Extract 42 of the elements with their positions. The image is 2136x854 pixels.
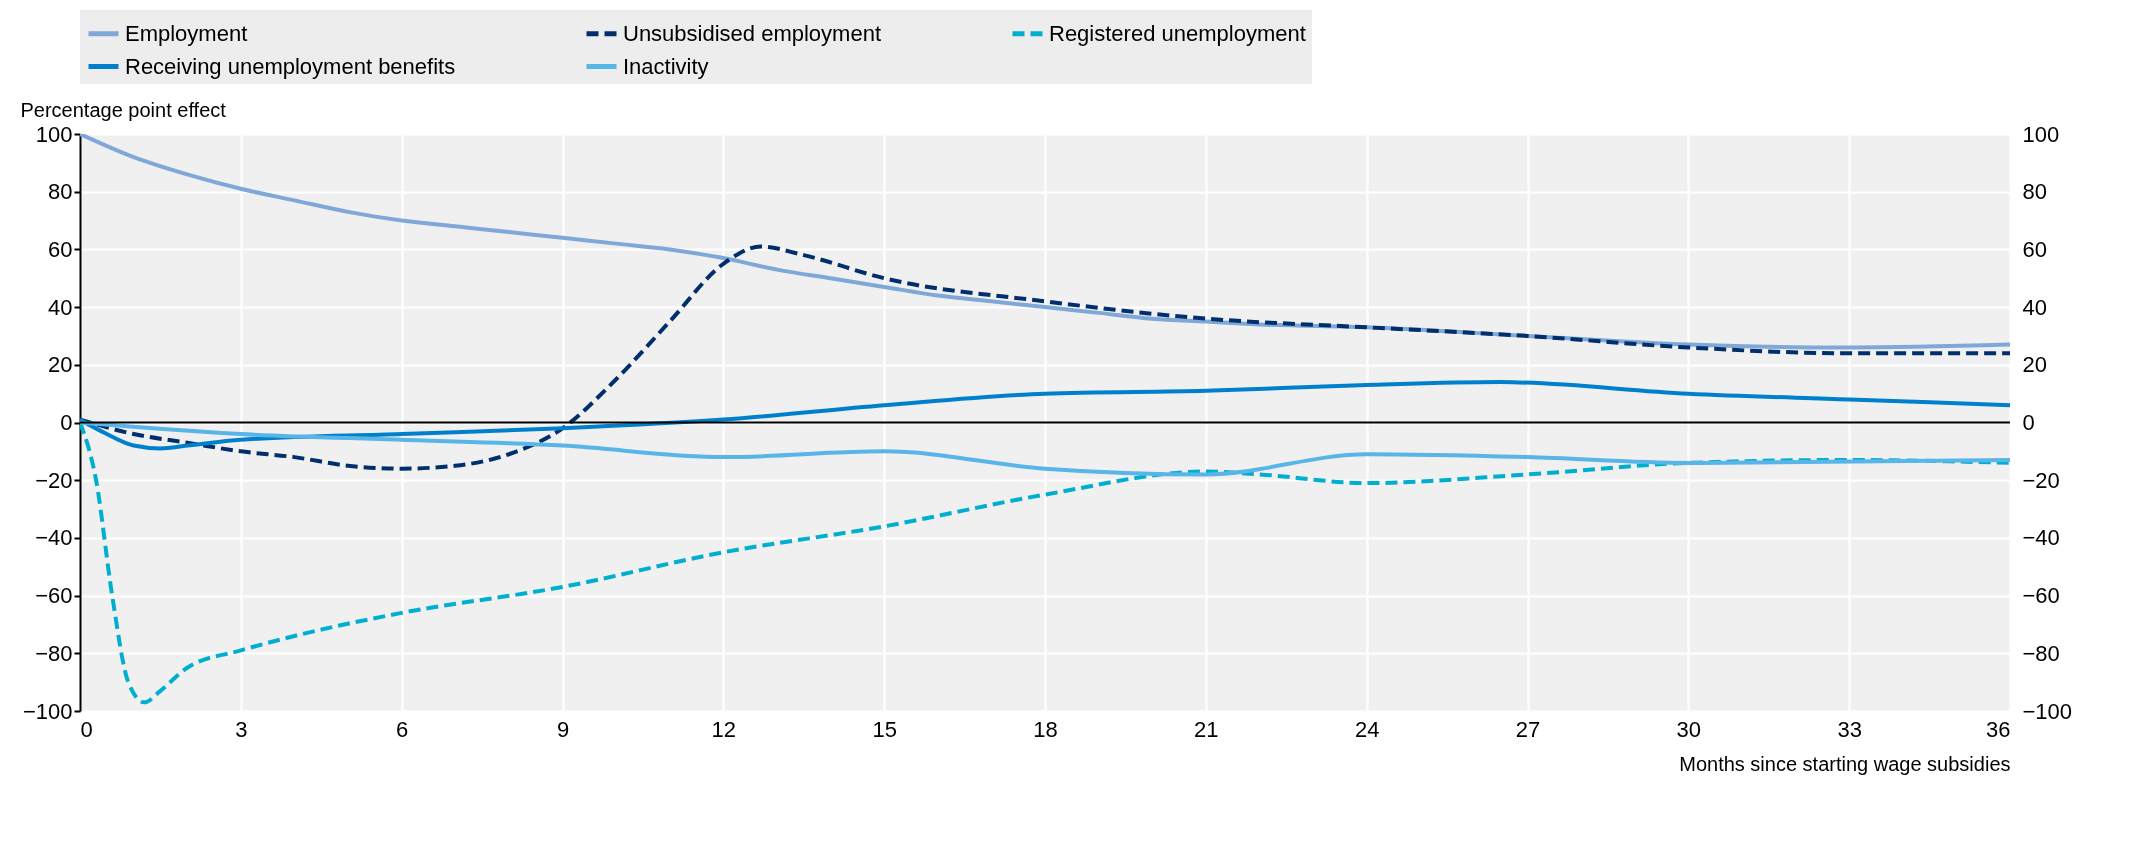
y2-tick-label: −20 — [2022, 467, 2060, 493]
y-tick-label: 40 — [48, 294, 73, 320]
x-tick-label: 9 — [556, 716, 570, 742]
y2-tick-label: 40 — [2022, 294, 2047, 320]
y-axis-title: Percentage point effect — [20, 98, 227, 121]
y2-tick-label: 60 — [2022, 236, 2047, 262]
x-tick-label: 24 — [1354, 716, 1380, 742]
x-tick-label: 0 — [80, 716, 93, 742]
legend-label: Employment — [125, 20, 248, 46]
x-tick-label: 36 — [1986, 716, 2011, 742]
y2-tick-label: −60 — [2022, 583, 2060, 609]
y2-tick-label: −80 — [2022, 640, 2060, 666]
x-tick-label: 3 — [235, 716, 248, 742]
y-tick-label: 80 — [48, 179, 73, 205]
y-tick-label: 0 — [60, 410, 73, 435]
legend-label: Receiving unemployment benefits — [125, 53, 456, 79]
legend-label: Registered unemployment — [1049, 20, 1306, 46]
y-tick-label: 20 — [48, 352, 73, 378]
x-tick-label: 30 — [1676, 716, 1702, 742]
legend-label: Unsubsidised employment — [623, 20, 882, 46]
x-axis-title: Months since starting wage subsidies — [1679, 752, 2011, 775]
x-tick-label: 33 — [1837, 716, 1862, 742]
x-tick-label: 21 — [1194, 716, 1219, 742]
y2-tick-label: 80 — [2022, 179, 2047, 205]
y-tick-label: −100 — [22, 698, 73, 724]
x-tick-label: 18 — [1033, 716, 1058, 742]
y-tick-label: −20 — [35, 467, 73, 493]
y-tick-label: −40 — [35, 525, 73, 551]
y2-tick-label: 100 — [2022, 121, 2060, 147]
x-tick-label: 27 — [1515, 716, 1541, 742]
y-tick-label: −80 — [35, 640, 73, 666]
x-tick-label: 12 — [711, 716, 737, 742]
legend-label: Inactivity — [623, 53, 709, 79]
y2-tick-label: −40 — [2022, 525, 2060, 551]
x-tick-label: 6 — [396, 716, 409, 742]
y2-tick-label: 0 — [2022, 410, 2035, 435]
y-tick-label: 60 — [48, 236, 73, 262]
x-tick-label: 15 — [872, 716, 897, 742]
y2-tick-label: −100 — [2022, 698, 2073, 724]
y-tick-label: 100 — [35, 121, 73, 147]
y-tick-label: −60 — [35, 583, 73, 609]
y2-tick-label: 20 — [2022, 352, 2047, 378]
